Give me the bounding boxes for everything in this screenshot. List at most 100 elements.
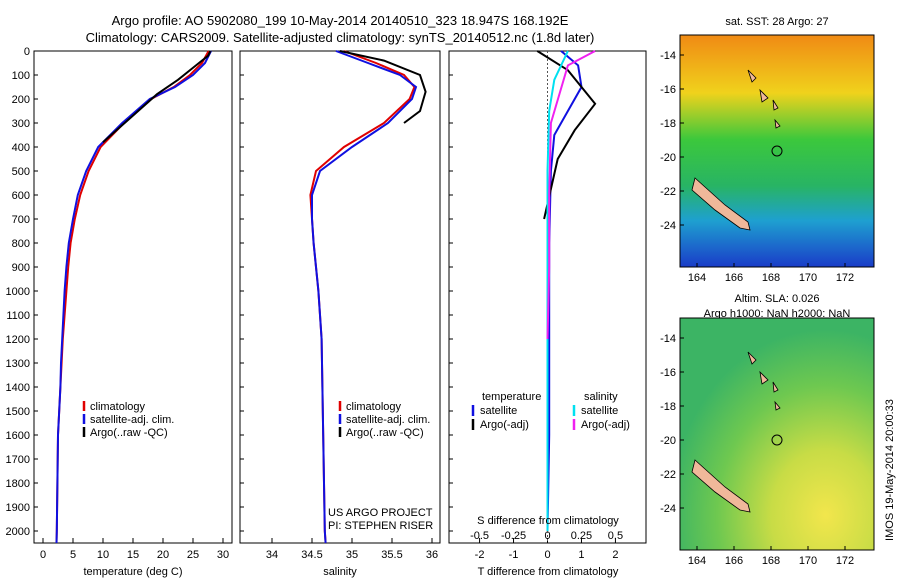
y-tick-label: 1600 [6,430,30,442]
difference-xlabel-bottom: T difference from climatology [478,566,619,578]
map-lon-tick: 164 [688,555,706,567]
map-lon-tick: 166 [725,555,743,567]
y-tick-label: 100 [12,70,30,82]
y-tick-label: 200 [12,94,30,106]
y-tick-label: 1300 [6,358,30,370]
new-caledonia-shape [691,459,751,513]
x-tick-label: 20 [157,549,169,561]
salinity-xlabel: salinity [323,566,357,578]
y-tick-label: 1700 [6,454,30,466]
map-lon-tick: 172 [836,272,854,284]
legend-salinity-heading: salinity [584,391,618,403]
legend-climatology: climatology [90,401,146,413]
figure-title-line2: Climatology: CARS2009. Satellite-adjuste… [86,30,595,45]
x-tick-label: 35.5 [381,549,402,561]
x-tick-label: 1 [578,549,584,561]
series-line [339,50,427,124]
new-caledonia-shape [691,177,751,231]
map-lon-tick: 172 [836,555,854,567]
map-lat-tick: -22 [660,186,676,198]
legend-temperature-heading: temperature [482,391,541,403]
difference-legend: temperature salinity satellite Argo(-adj… [471,391,630,431]
y-tick-label: 600 [12,190,30,202]
y-tick-label: 0 [24,46,30,58]
x-tick-label: 35 [346,549,358,561]
y-tick-label: 700 [12,214,30,226]
x-tick-label: 34 [266,549,278,561]
x-tick-label: 15 [127,549,139,561]
x-tick-label: 36 [426,549,438,561]
map-lat-tick: -20 [660,152,676,164]
argo-location-marker [771,434,783,446]
x-tick-label: 5 [70,549,76,561]
map-lat-tick: -24 [660,503,676,515]
sla-map [679,317,875,551]
temperature-legend: climatology satellite-adj. clim. Argo(..… [82,401,174,439]
map-lon-tick: 170 [799,272,817,284]
difference-xlabel-top: S difference from climatology [477,515,619,527]
legend-sal-argo: Argo(-adj) [581,419,630,431]
legend-sal-satellite: satellite [581,405,618,417]
y-tick-label: 300 [12,118,30,130]
legend-argo: Argo(..raw -QC) [90,427,168,439]
x-tick-label: 2 [612,549,618,561]
y-tick-label: 800 [12,238,30,250]
x-top-tick-label: 0.25 [571,530,592,542]
map-lat-tick: -24 [660,220,676,232]
x-tick-label: 10 [97,549,109,561]
vanuatu-islands [747,69,781,129]
sst-map [679,34,875,268]
map-lon-tick: 168 [762,555,780,567]
y-tick-label: 500 [12,166,30,178]
y-tick-label: 1800 [6,478,30,490]
sst-map-title: sat. SST: 28 Argo: 27 [725,16,828,28]
series-line [546,50,596,340]
x-tick-label: 30 [217,549,229,561]
x-tick-label: -2 [475,549,485,561]
sla-map-title-line2: Argo h1000: NaN h2000: NaN [704,308,851,320]
y-tick-label: 1200 [6,334,30,346]
y-tick-label: 1000 [6,286,30,298]
y-tick-label: 2000 [6,526,30,538]
x-tick-label: 34.5 [301,549,322,561]
series-line [311,50,418,544]
y-tick-label: 900 [12,262,30,274]
map-lat-tick: -14 [660,333,676,345]
map-lon-tick: 164 [688,272,706,284]
legend-temp-satellite: satellite [480,405,517,417]
map-lat-tick: -16 [660,84,676,96]
series-line [309,50,416,544]
legend-climatology: climatology [346,401,402,413]
y-tick-label: 1900 [6,502,30,514]
map-lat-tick: -18 [660,401,676,413]
series-line [55,50,210,544]
map-lon-tick: 168 [762,272,780,284]
legend-temp-argo: Argo(-adj) [480,419,529,431]
x-tick-label: -1 [509,549,519,561]
x-top-tick-label: -0.25 [501,530,526,542]
legend-satellite: satellite-adj. clim. [346,414,430,426]
series-line [546,50,569,531]
map-lon-tick: 170 [799,555,817,567]
y-tick-label: 1100 [6,310,30,322]
map-lat-tick: -20 [660,435,676,447]
x-top-tick-label: 0.5 [608,530,623,542]
series-line [55,50,212,544]
y-tick-label: 400 [12,142,30,154]
map-lon-tick: 166 [725,272,743,284]
series-line [546,50,583,532]
x-tick-label: 0 [40,549,46,561]
salinity-legend: climatology satellite-adj. clim. Argo(..… [338,401,430,439]
map-lat-tick: -18 [660,118,676,130]
y-tick-label: 1500 [6,406,30,418]
vanuatu-islands [747,351,781,411]
figure-title-line1: Argo profile: AO 5902080_199 10-May-2014… [112,13,569,28]
legend-argo: Argo(..raw -QC) [346,427,424,439]
pi-note: PI: STEPHEN RISER [328,520,433,532]
x-tick-label: 0 [544,549,550,561]
series-line [102,50,212,143]
map-lat-tick: -14 [660,50,676,62]
x-tick-label: 25 [187,549,199,561]
map-lat-tick: -16 [660,367,676,379]
